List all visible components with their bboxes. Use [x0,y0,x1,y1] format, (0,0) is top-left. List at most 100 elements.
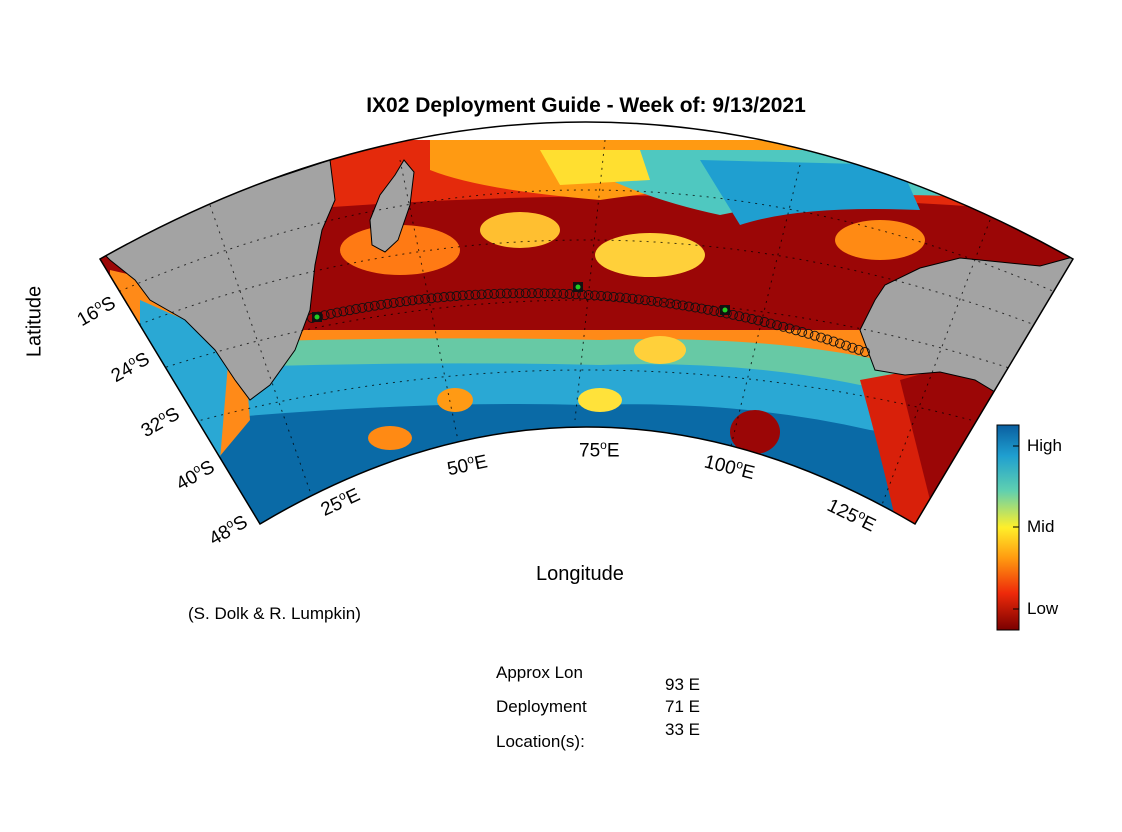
track-point [677,300,688,311]
track-point [401,296,412,307]
track-point [828,336,839,347]
track-point [344,305,355,316]
track-point [376,299,387,310]
track-point [822,334,833,345]
madagascar-land [369,159,415,253]
lon-tick-label: 75oE [579,438,620,462]
track-point [564,289,575,299]
track-point [834,338,845,349]
deployment-lon-value: 71 E [665,697,700,716]
track-point [816,332,826,343]
track-point [797,327,808,337]
track-point [508,288,519,299]
info-label-line2: Deployment [496,697,587,716]
track-point [332,307,343,318]
track-point [369,300,380,311]
deployment-marker-93E [720,305,730,315]
track-point [514,288,525,299]
track-point [338,306,349,317]
track-point [520,288,531,299]
track-point [420,293,431,304]
track-point [671,299,682,310]
track-point [790,325,801,336]
track-point [489,288,500,299]
track-point [445,291,456,302]
track-point [765,318,776,329]
ocean-field [100,139,1073,524]
deployment-marker-71E [573,282,583,292]
track-point [426,293,437,304]
track-point [558,288,569,299]
track-point [395,297,405,307]
track-point [583,290,594,300]
track-point [809,330,820,341]
info-label-line3: Location(s): [496,732,585,751]
track-point [633,294,644,305]
track-point [772,320,782,331]
track-point [847,342,858,353]
track-point [357,302,368,313]
track-point [658,297,669,308]
track-point [640,295,651,306]
track-point [483,289,493,300]
colorbar-mid-label: Mid [1027,517,1055,536]
track-point [621,293,632,304]
track-point [853,344,864,355]
track-point [702,304,713,315]
track-point [652,296,663,307]
x-axis-label: Longitude [536,563,624,585]
track-point [363,301,374,312]
track-point [784,323,795,334]
deployment-marker-33E [312,312,322,322]
track-point [476,289,487,300]
y-axis-label: Latitude [23,285,46,358]
track-point [753,315,764,326]
track-point [608,291,619,302]
track-point [690,302,701,313]
track-point [388,297,399,308]
track-point [464,290,475,301]
track-point [552,288,563,299]
track-point [803,328,814,339]
credit-text: (S. Dolk & R. Lumpkin) [188,604,361,623]
track-point [596,290,607,301]
track-point [759,317,770,327]
graticule [100,139,1073,521]
track-point [407,295,418,306]
track-point [746,314,757,324]
track-point [457,290,468,301]
track-point [451,291,462,301]
track-point [533,288,544,299]
track-point [665,298,676,309]
track-point [709,306,720,316]
track-point [602,291,613,302]
track-point [646,295,657,306]
track-point [589,290,600,301]
track-point [614,292,625,303]
track-point [470,289,481,300]
colorbar-low-label: Low [1027,599,1059,618]
track-point [841,340,852,351]
deployment-lon-value: 33 E [665,720,700,739]
deployment-lon-value: 93 E [665,675,700,694]
track-point [684,301,694,312]
track-point [413,294,424,305]
track-point [432,292,443,303]
track-point [778,321,789,332]
track-point [351,304,361,314]
chart-title: IX02 Deployment Guide - Week of: 9/13/20… [366,94,806,117]
track-point [382,298,393,309]
track-point [627,293,638,304]
track-point [439,292,449,302]
track-point [734,311,745,322]
track-point [696,303,707,314]
track-point [545,288,556,299]
track-point [740,312,751,323]
track-point [539,288,550,299]
track-point [501,288,512,299]
track-point [325,308,336,319]
map-frame [98,121,1075,526]
track-point [526,288,537,299]
